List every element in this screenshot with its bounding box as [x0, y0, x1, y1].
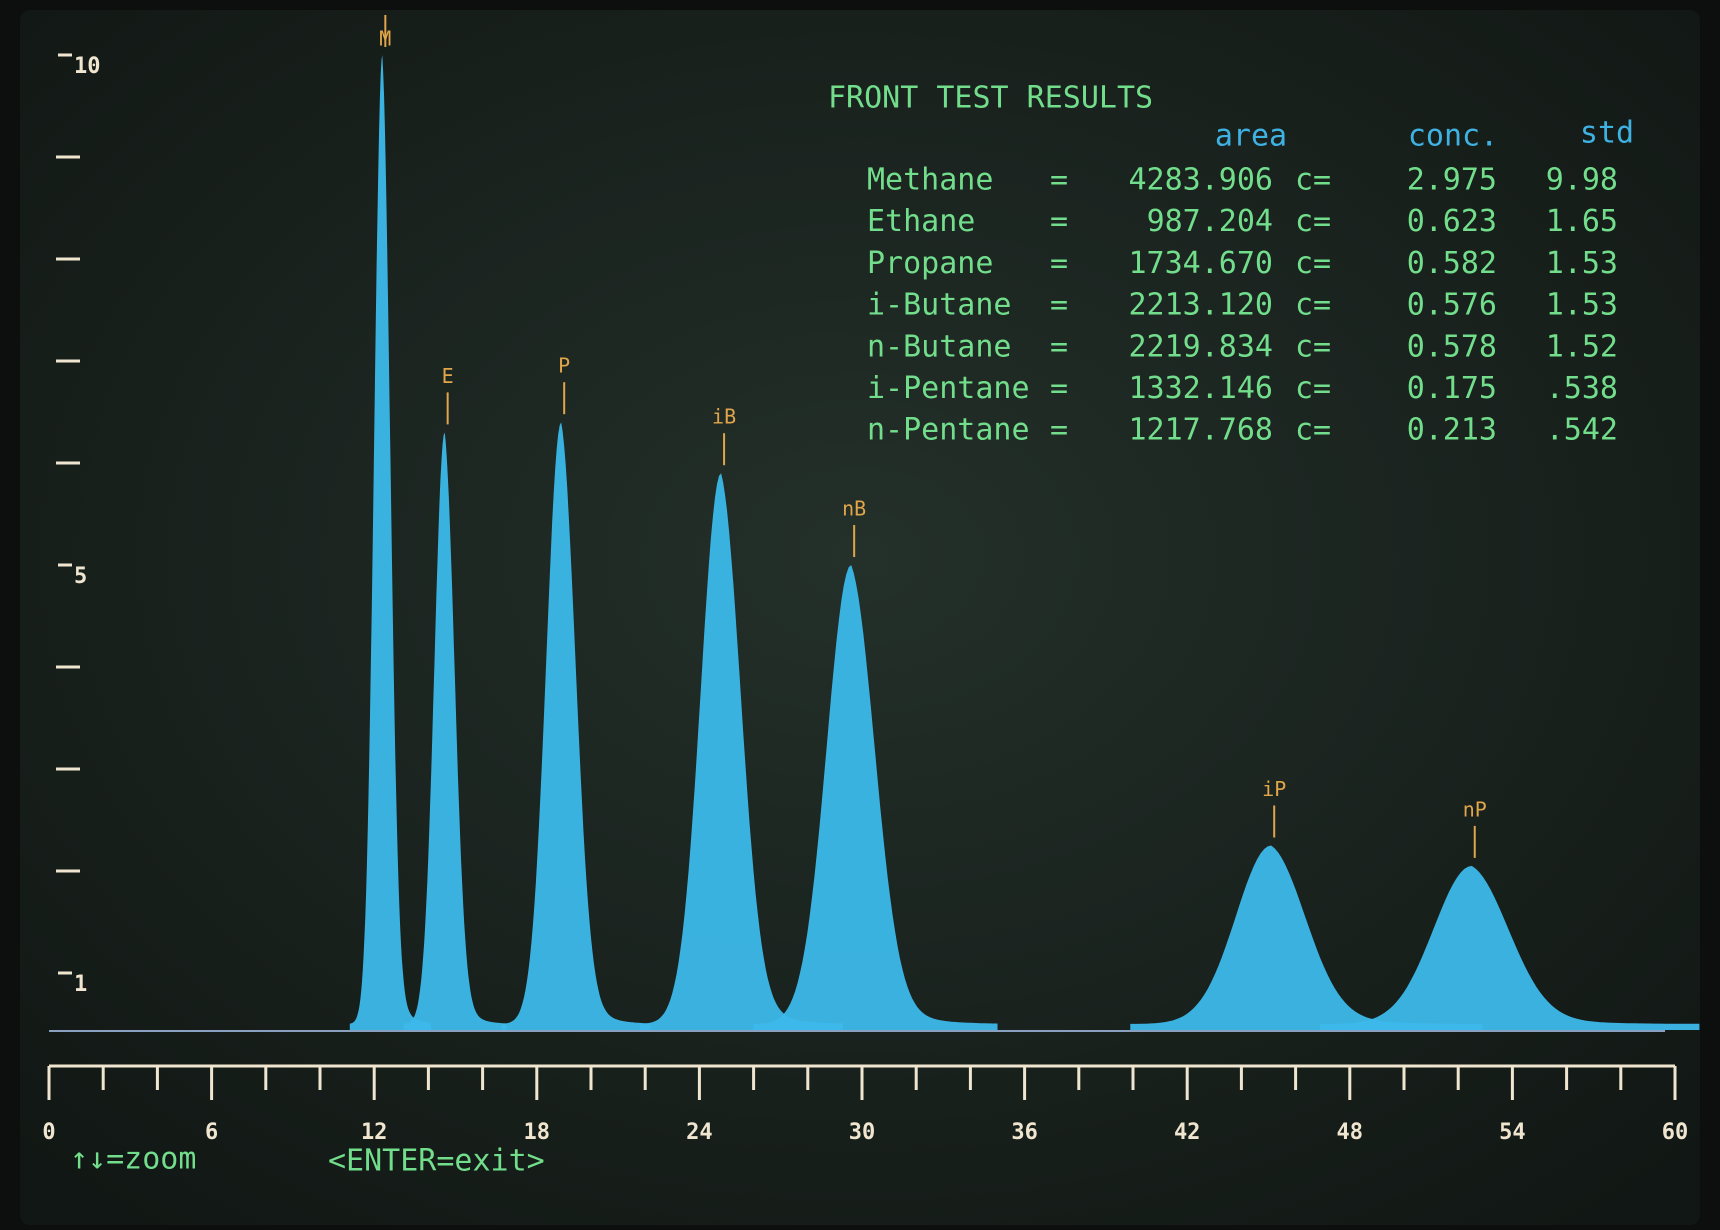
- compound-name: i-Pentane: [867, 371, 1030, 406]
- results-title: FRONT TEST RESULTS: [828, 81, 1153, 116]
- y-tick-label: 10: [74, 54, 101, 79]
- equals: =: [1050, 371, 1068, 406]
- y-tick-label: 1: [74, 972, 87, 997]
- std-value: 1.65: [1546, 204, 1618, 239]
- compound-name: Methane: [867, 163, 993, 198]
- x-tick-label: 24: [686, 1120, 713, 1145]
- compound-name: Ethane: [867, 204, 975, 239]
- header-area: area: [1215, 119, 1287, 154]
- equals: =: [1050, 413, 1068, 448]
- conc-value: 2.975: [1407, 163, 1497, 198]
- area-value: 4283.906: [1129, 163, 1274, 198]
- peak-label: iB: [712, 405, 736, 429]
- conc-prefix: c=: [1295, 371, 1331, 406]
- equals: =: [1050, 288, 1068, 323]
- compound-name: i-Butane: [867, 288, 1012, 323]
- compound-name: Propane: [867, 246, 993, 281]
- conc-value: 0.623: [1407, 204, 1497, 239]
- x-tick-label: 36: [1011, 1120, 1038, 1145]
- conc-prefix: c=: [1295, 246, 1331, 281]
- peak-label: nP: [1463, 797, 1487, 821]
- std-value: 1.53: [1546, 246, 1618, 281]
- peak-label: nB: [842, 497, 866, 521]
- std-value: 1.52: [1546, 329, 1618, 364]
- std-value: 9.98: [1546, 163, 1618, 198]
- conc-value: 0.213: [1407, 413, 1497, 448]
- x-tick-label: 48: [1337, 1120, 1364, 1145]
- x-tick-label: 42: [1174, 1120, 1201, 1145]
- x-tick-label: 60: [1662, 1120, 1689, 1145]
- peak: [349, 55, 432, 1030]
- x-tick-label: 6: [205, 1120, 218, 1145]
- area-value: 2213.120: [1129, 288, 1274, 323]
- exit-hint: <ENTER=exit>: [328, 1144, 545, 1179]
- conc-prefix: c=: [1295, 163, 1331, 198]
- compound-name: n-Butane: [867, 329, 1012, 364]
- equals: =: [1050, 163, 1068, 198]
- equals: =: [1050, 204, 1068, 239]
- peak: [1130, 845, 1483, 1030]
- conc-prefix: c=: [1295, 204, 1331, 239]
- conc-value: 0.578: [1407, 329, 1497, 364]
- peak-label: E: [442, 364, 454, 388]
- area-value: 987.204: [1147, 204, 1273, 239]
- std-value: .538: [1546, 371, 1618, 406]
- compound-name: n-Pentane: [867, 413, 1030, 448]
- header-conc: conc.: [1408, 119, 1498, 154]
- conc-value: 0.582: [1407, 246, 1497, 281]
- peak: [639, 473, 843, 1030]
- peak-label: iP: [1262, 777, 1286, 801]
- x-tick-label: 30: [849, 1120, 876, 1145]
- x-tick-label: 54: [1499, 1120, 1526, 1145]
- area-value: 1332.146: [1129, 371, 1274, 406]
- zoom-hint: ↑↓=zoom: [70, 1142, 196, 1177]
- peak: [753, 565, 998, 1030]
- area-value: 2219.834: [1129, 329, 1274, 364]
- conc-prefix: c=: [1295, 329, 1331, 364]
- y-tick-label: 5: [74, 564, 87, 589]
- x-tick-label: 12: [361, 1120, 388, 1145]
- x-tick-label: 0: [42, 1120, 55, 1145]
- peak: [501, 422, 651, 1030]
- peak-label: M: [379, 27, 391, 51]
- std-value: .542: [1546, 413, 1618, 448]
- header-std: std: [1580, 116, 1634, 151]
- conc-prefix: c=: [1295, 288, 1331, 323]
- conc-prefix: c=: [1295, 413, 1331, 448]
- peak: [403, 432, 507, 1030]
- equals: =: [1050, 329, 1068, 364]
- conc-value: 0.175: [1407, 371, 1497, 406]
- std-value: 1.53: [1546, 288, 1618, 323]
- equals: =: [1050, 246, 1068, 281]
- area-value: 1217.768: [1129, 413, 1274, 448]
- peak: [1320, 865, 1700, 1030]
- conc-value: 0.576: [1407, 288, 1497, 323]
- area-value: 1734.670: [1129, 246, 1274, 281]
- peak-label: P: [558, 354, 570, 378]
- x-tick-label: 18: [524, 1120, 551, 1145]
